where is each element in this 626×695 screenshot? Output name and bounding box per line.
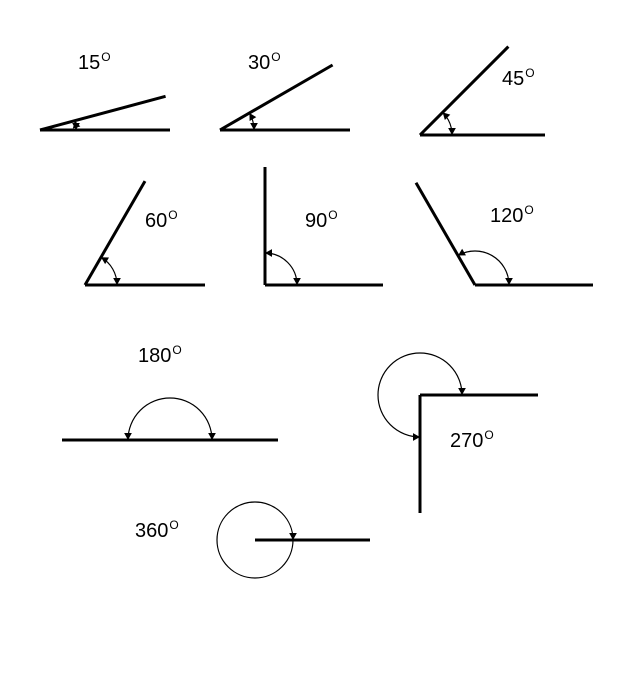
angle-drawing-360 xyxy=(135,495,395,695)
angle-drawing-270 xyxy=(360,335,620,535)
degree-symbol: O xyxy=(101,50,110,64)
degree-symbol: O xyxy=(271,50,280,64)
